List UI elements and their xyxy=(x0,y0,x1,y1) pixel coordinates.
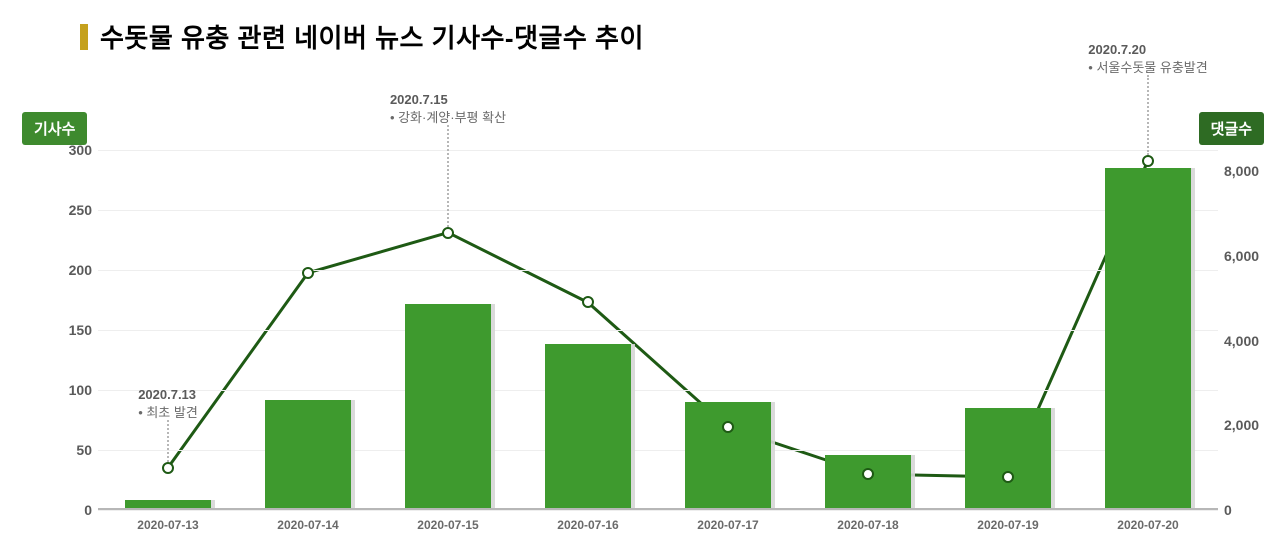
grid-line xyxy=(98,150,1218,151)
bar-fill xyxy=(545,344,632,510)
title-bullet xyxy=(80,24,88,50)
annotation-date: 2020.7.15 xyxy=(390,91,506,109)
y-right-tick: 8,000 xyxy=(1224,163,1278,179)
y-right-tick: 2,000 xyxy=(1224,417,1278,433)
bar-fill xyxy=(265,400,352,510)
x-category-label: 2020-07-14 xyxy=(277,518,338,532)
bar-shadow xyxy=(771,402,775,510)
y-axis-right-badge: 댓글수 xyxy=(1199,112,1264,145)
y-left-tick: 250 xyxy=(50,202,92,218)
bar-shadow xyxy=(1191,168,1195,510)
grid-line xyxy=(98,330,1218,331)
line-marker xyxy=(162,462,174,474)
y-left-tick: 100 xyxy=(50,382,92,398)
line-marker xyxy=(862,468,874,480)
bar-fill xyxy=(825,455,912,510)
bar xyxy=(545,344,632,510)
x-category-label: 2020-07-15 xyxy=(417,518,478,532)
bar xyxy=(1105,168,1192,510)
bar-shadow xyxy=(911,455,915,510)
annotation-text: • 서울수돗물 유충발견 xyxy=(1088,59,1207,77)
annotation-leader xyxy=(167,420,169,462)
y-left-tick: 0 xyxy=(50,502,92,518)
y-right-tick: 6,000 xyxy=(1224,248,1278,264)
bar xyxy=(265,400,352,510)
y-right-tick: 4,000 xyxy=(1224,333,1278,349)
y-right-tick: 0 xyxy=(1224,502,1278,518)
line-marker xyxy=(1002,471,1014,483)
bar xyxy=(825,455,912,510)
line-marker xyxy=(582,296,594,308)
bar xyxy=(965,408,1052,510)
chart-page: 수돗물 유충 관련 네이버 뉴스 기사수-댓글수 추이 기사수 댓글수 0501… xyxy=(0,0,1280,550)
title-row: 수돗물 유충 관련 네이버 뉴스 기사수-댓글수 추이 xyxy=(80,18,644,55)
y-left-tick: 50 xyxy=(50,442,92,458)
x-category-label: 2020-07-19 xyxy=(977,518,1038,532)
bar-shadow xyxy=(631,344,635,510)
x-category-label: 2020-07-13 xyxy=(137,518,198,532)
annotation-date: 2020.7.13 xyxy=(138,386,198,404)
annotation-leader xyxy=(447,125,449,227)
line-marker xyxy=(302,267,314,279)
bar-shadow xyxy=(491,304,495,510)
x-axis-baseline xyxy=(98,508,1218,510)
plot-area: 05010015020025030002,0004,0006,0008,0002… xyxy=(98,150,1218,510)
grid-line xyxy=(98,390,1218,391)
x-category-label: 2020-07-20 xyxy=(1117,518,1178,532)
annotation-leader xyxy=(1147,75,1149,155)
annotation: 2020.7.20• 서울수돗물 유충발견 xyxy=(1088,41,1207,77)
x-category-label: 2020-07-16 xyxy=(557,518,618,532)
bar-fill xyxy=(685,402,772,510)
line-marker xyxy=(442,227,454,239)
bar-shadow xyxy=(1051,408,1055,510)
annotation: 2020.7.15• 강화·계양·부평 확산 xyxy=(390,91,506,127)
bar-shadow xyxy=(351,400,355,510)
y-left-tick: 300 xyxy=(50,142,92,158)
bar-fill xyxy=(1105,168,1192,510)
y-left-tick: 200 xyxy=(50,262,92,278)
annotation: 2020.7.13• 최초 발견 xyxy=(138,386,198,422)
grid-line xyxy=(98,510,1218,511)
line-marker xyxy=(722,421,734,433)
page-title: 수돗물 유충 관련 네이버 뉴스 기사수-댓글수 추이 xyxy=(100,18,644,55)
grid-line xyxy=(98,270,1218,271)
bar-fill xyxy=(405,304,492,510)
grid-line xyxy=(98,210,1218,211)
y-axis-left-badge: 기사수 xyxy=(22,112,87,145)
annotation-text: • 강화·계양·부평 확산 xyxy=(390,109,506,127)
line-marker xyxy=(1142,155,1154,167)
bar xyxy=(685,402,772,510)
x-category-label: 2020-07-17 xyxy=(697,518,758,532)
annotation-date: 2020.7.20 xyxy=(1088,41,1207,59)
bar-fill xyxy=(965,408,1052,510)
bar xyxy=(405,304,492,510)
x-category-label: 2020-07-18 xyxy=(837,518,898,532)
y-left-tick: 150 xyxy=(50,322,92,338)
annotation-text: • 최초 발견 xyxy=(138,404,198,422)
